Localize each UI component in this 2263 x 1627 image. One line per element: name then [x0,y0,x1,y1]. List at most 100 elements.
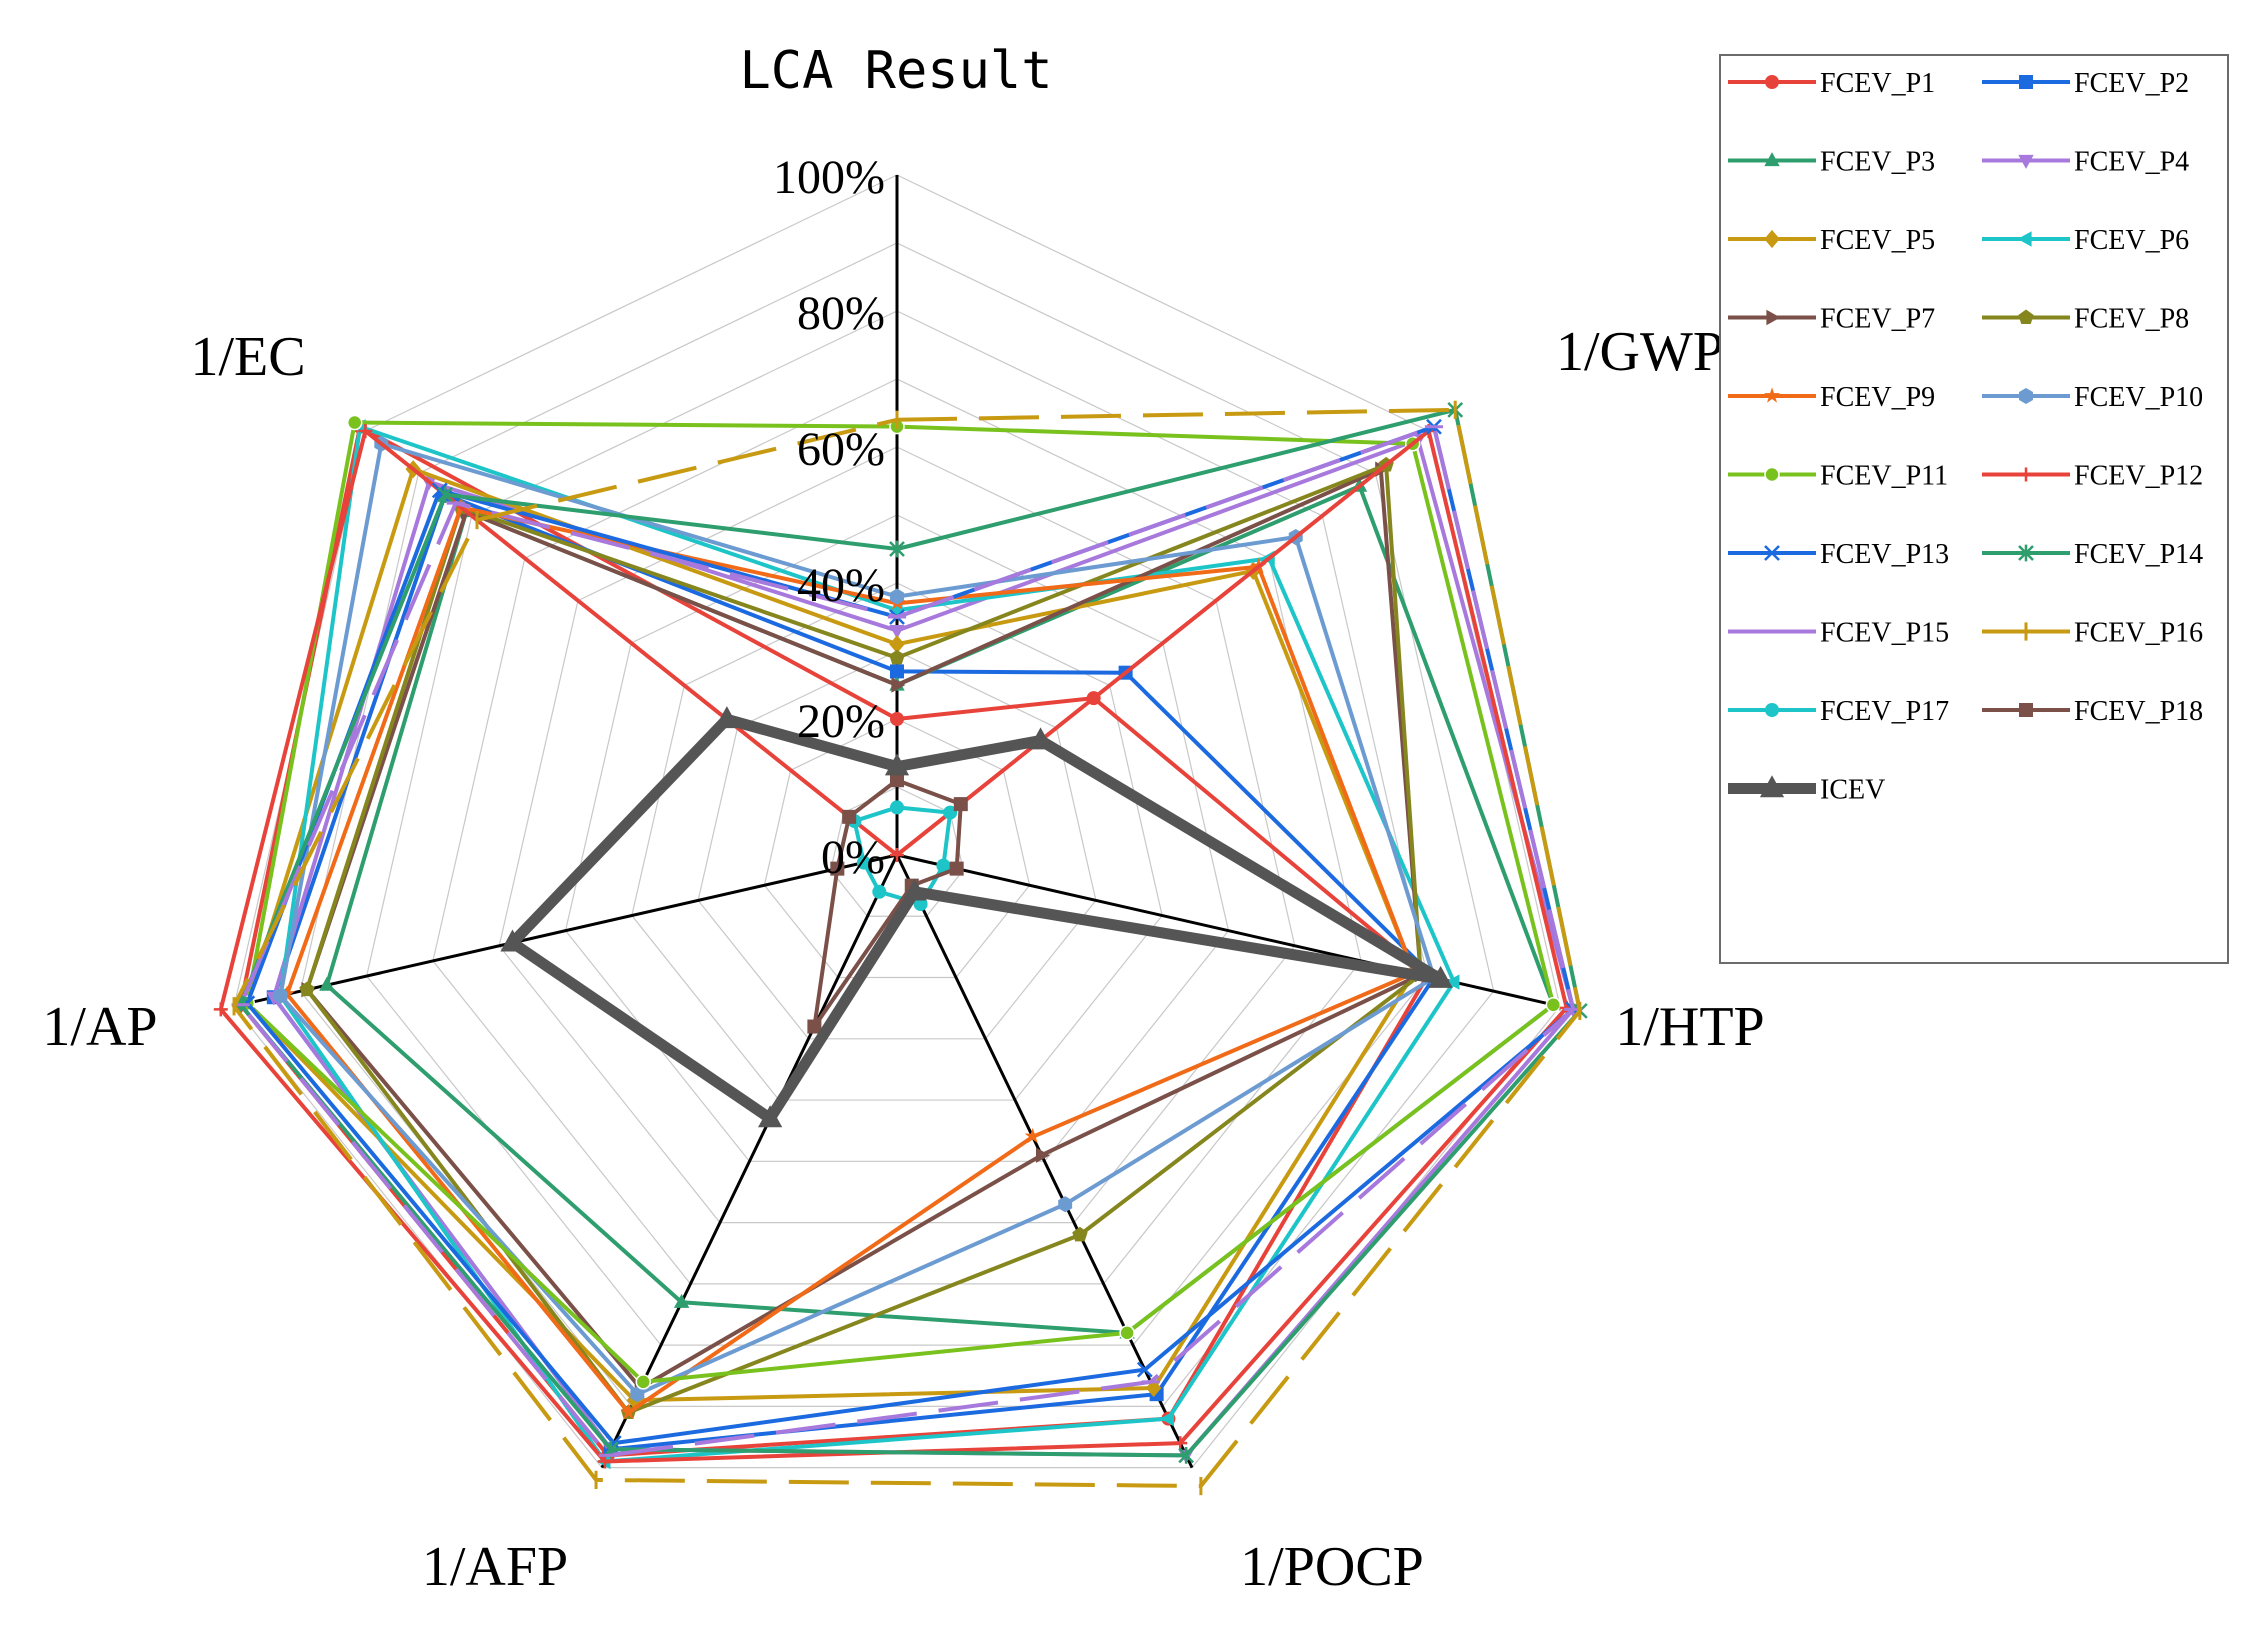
legend-item-FCEV_P12: FCEV_P12 [1982,461,2203,492]
legend-marker [2019,75,2033,89]
legend-label: FCEV_P13 [1820,539,1949,570]
marker-ICEV-2 [1428,965,1453,988]
legend-item-FCEV_P13: FCEV_P13 [1728,539,1949,570]
legend-label: FCEV_P3 [1820,147,1935,178]
axis-label: 1/HTP [1615,996,1764,1058]
marker-ICEV-4 [758,1105,783,1128]
series-line-ICEV [506,713,1447,1124]
legend-label: FCEV_P4 [2074,147,2189,178]
marker-FCEV_P18-2 [949,861,964,876]
legend-item-FCEV_P11: FCEV_P11 [1728,461,1948,492]
radar-grid [233,174,1561,1469]
legend-label: FCEV_P6 [2074,225,2189,256]
legend-marker [2018,154,2034,169]
marker-FCEV_P5-3 [1145,1378,1162,1398]
series-ICEV [500,706,1453,1128]
marker-FCEV_P14-6 [437,486,453,504]
series-line-FCEV_P18 [812,778,963,1029]
marker-FCEV_P10-5 [273,987,288,1004]
marker-FCEV_P11-3 [1119,1325,1135,1341]
marker-FCEV_P5-0 [889,635,905,654]
marker-FCEV_P9-4: ★ [619,1400,638,1424]
marker-FCEV_P6-2 [1445,974,1460,990]
grid-ring-70 [432,378,1362,1285]
legend-item-FCEV_P10: FCEV_P10 [1982,382,2203,413]
legend: FCEV_P1 FCEV_P2 FCEV_P3 FCEV_P4 FCEV_P5 FCEV_… [1719,54,2229,964]
legend-label: ICEV [1820,775,1885,806]
tick-label: 0% [821,831,885,884]
legend-marker [1764,545,1780,561]
series-line-FCEV_P9 [285,505,1417,1415]
legend-item-ICEV: ICEV [1728,775,1885,806]
legend-item-FCEV_P3: FCEV_P3 [1728,147,1935,178]
chart-title: LCA Result [739,41,1052,101]
series-layer: ★★★★★★★ [213,400,1588,1496]
legend-label: FCEV_P17 [1820,696,1949,727]
legend-marker [2018,309,2034,325]
marker-ICEV-0 [884,753,910,776]
legend-marker [1766,309,1781,326]
marker-FCEV_P12-5 [213,1002,228,1017]
marker-FCEV_P9-3: ★ [1023,1124,1042,1148]
marker-FCEV_P11-6 [346,414,363,431]
marker-ICEV-5 [500,929,525,952]
marker-FCEV_P12-6 [358,424,373,439]
legend-marker [1759,775,1785,798]
grid-ring-20 [763,718,1031,979]
legend-marker [2019,467,2033,482]
marker-FCEV_P3-4 [673,1293,690,1308]
legend-label: FCEV_P15 [1820,618,1949,649]
series-line-FCEV_P5 [245,467,1417,1403]
tick-label: 20% [797,695,885,748]
marker-FCEV_P18-4 [807,1019,822,1034]
legend-marker: ★ [1763,383,1782,407]
legend-label: FCEV_P7 [1820,304,1935,335]
marker-FCEV_P11-2 [1545,997,1562,1013]
legend-item-FCEV_P5: FCEV_P5 [1728,225,1935,256]
tick-label: 40% [797,559,885,612]
axis-label: 1/AP [42,996,157,1058]
legend-marker [1765,703,1779,717]
grid-ring-50 [564,514,1230,1162]
series-line-FCEV_P1 [238,424,1430,1458]
spoke-2 [896,853,1561,1008]
series-FCEV_P18 [807,773,968,1034]
legend-item-FCEV_P4: FCEV_P4 [1982,147,2189,178]
marker-FCEV_P18-1 [953,797,968,812]
marker-ICEV-3 [902,878,927,901]
legend-item-FCEV_P17: FCEV_P17 [1728,696,1949,727]
marker-FCEV_P7-0 [891,677,906,693]
legend-marker [2017,231,2032,247]
legend-label: FCEV_P11 [1820,461,1948,492]
marker-FCEV_P12-0 [890,848,904,862]
axis-label: 1/GWP [1556,321,1724,383]
legend-item-FCEV_P8: FCEV_P8 [1982,304,2189,335]
marker-FCEV_P17-5 [856,855,871,870]
legend-item-FCEV_P14: FCEV_P14 [1982,539,2203,570]
axis-labels: 1/GWP 1/HTP 1/POCP 1/AFP 1/AP 1/EC [42,321,1764,1598]
marker-FCEV_P6-3 [1160,1410,1175,1427]
series-line-FCEV_P2 [271,492,1436,1452]
legend-marker [1764,152,1780,167]
legend-label: FCEV_P1 [1820,68,1935,99]
legend-label: FCEV_P8 [2074,304,2189,335]
marker-FCEV_P4-0 [889,625,905,639]
marker-FCEV_P8-5 [299,981,315,997]
legend-label: FCEV_P9 [1820,382,1935,413]
legend-marker [1765,75,1779,89]
axis-label: 1/EC [190,326,305,388]
legend-marker [2019,387,2033,405]
legend-item-FCEV_P15: FCEV_P15 [1728,618,1949,649]
series-line-FCEV_P16 [232,407,1582,1489]
series-line-FCEV_P8 [304,462,1423,1415]
legend-item-FCEV_P2: FCEV_P2 [1982,68,2189,99]
spoke-3 [895,854,1194,1469]
marker-FCEV_P8-3 [1072,1226,1088,1242]
spoke-5 [233,853,898,1008]
tick-labels: 0% 20% 40% 60% 80% 100% [773,151,885,884]
axis-label: 1/AFP [422,1536,568,1598]
marker-FCEV_P11-4 [635,1374,652,1390]
legend-item-FCEV_P7: FCEV_P7 [1728,304,1935,335]
legend-label: FCEV_P12 [2074,461,2203,492]
